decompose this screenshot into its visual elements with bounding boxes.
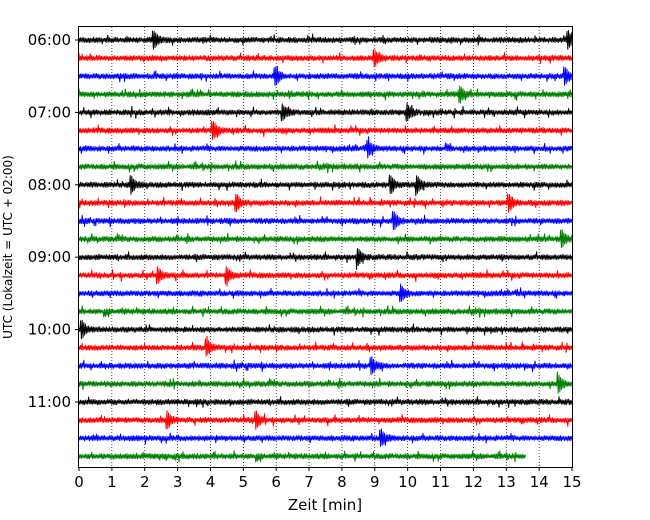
x-tick-label: 11 [431, 473, 450, 491]
seismic-trace [78, 410, 573, 430]
x-tick-label: 0 [74, 473, 84, 491]
seismic-trace [78, 428, 573, 448]
x-tick-label: 1 [107, 473, 117, 491]
seismic-trace [78, 283, 573, 303]
x-axis-label: Zeit [min] [288, 496, 362, 514]
x-tick-label: 15 [562, 473, 581, 491]
x-tick-label: 12 [464, 473, 483, 491]
x-tick-label: 10 [398, 473, 417, 491]
x-tick-label: 14 [530, 473, 549, 491]
seismic-trace [78, 102, 573, 122]
seismic-trace [78, 356, 573, 375]
seismic-trace [78, 305, 573, 319]
seismic-trace [78, 136, 573, 159]
x-tick-label: 7 [304, 473, 314, 491]
seismic-trace [78, 371, 573, 394]
x-axis: 0 1 2 3 4 5 6 7 8 9 10 11 12 13 14 15 [74, 467, 582, 491]
seismic-trace [78, 396, 573, 408]
seismic-trace [78, 210, 573, 230]
x-tick-label: 13 [497, 473, 516, 491]
seismic-trace [78, 229, 573, 249]
x-tick-label: 2 [140, 473, 150, 491]
seismic-trace [78, 335, 573, 357]
y-axis-label: UTC (Lokalzeit = UTC + 02:00) [1, 155, 15, 339]
x-tick-label: 3 [173, 473, 183, 491]
seismic-trace [78, 319, 573, 340]
x-tick-label: 9 [370, 473, 380, 491]
x-tick-label: 5 [239, 473, 249, 491]
seismic-trace [78, 248, 573, 271]
x-tick-label: 6 [271, 473, 281, 491]
seismic-trace [78, 30, 573, 50]
y-tick-label: 10:00 [28, 321, 71, 339]
seismic-trace [78, 65, 573, 86]
seismic-trace [78, 85, 573, 104]
seismic-trace [78, 174, 573, 197]
x-tick-label: 8 [337, 473, 347, 491]
x-tick-label: 4 [206, 473, 216, 491]
seismic-trace [78, 120, 573, 141]
y-tick-label: 06:00 [28, 31, 71, 49]
seismic-traces [78, 30, 573, 463]
seismic-trace [78, 49, 573, 68]
seismic-trace [78, 450, 526, 463]
seismic-trace [78, 193, 573, 213]
plot-frame [78, 26, 573, 468]
y-tick-label: 08:00 [28, 176, 71, 194]
y-tick-label: 11:00 [28, 393, 71, 411]
y-tick-label: 07:00 [28, 103, 71, 121]
seismic-trace [78, 160, 573, 174]
seismic-trace [78, 266, 573, 287]
y-tick-label: 09:00 [28, 248, 71, 266]
y-axis: 06:00 07:00 08:00 09:00 10:00 11:00 [28, 31, 79, 411]
grid-lines [111, 27, 540, 467]
